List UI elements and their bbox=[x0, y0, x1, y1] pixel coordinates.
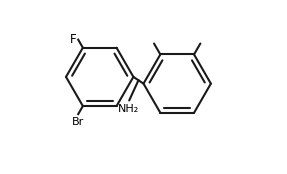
Text: Br: Br bbox=[72, 117, 84, 127]
Text: NH₂: NH₂ bbox=[118, 104, 139, 113]
Text: F: F bbox=[69, 33, 76, 46]
